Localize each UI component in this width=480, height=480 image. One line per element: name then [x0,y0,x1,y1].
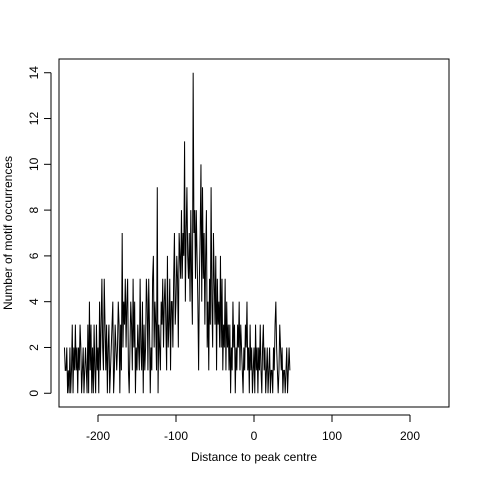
y-tick-label: 0 [27,390,41,397]
y-tick-label: 10 [27,157,41,171]
x-axis-title: Distance to peak centre [191,450,317,464]
y-tick-label: 4 [27,298,41,305]
y-axis: 0 2 4 6 8 10 12 14 [27,66,52,397]
y-axis-title: Number of motif occurrences [1,156,15,310]
x-tick-label: 200 [400,429,420,443]
series-layer [63,72,291,394]
x-tick-label: 100 [322,429,342,443]
x-tick-label: -200 [86,429,110,443]
y-tick-label: 2 [27,344,41,351]
y-tick-label: 8 [27,206,41,213]
x-axis: -200 -100 0 100 200 [86,414,420,443]
y-tick-label: 6 [27,252,41,259]
y-tick-label: 14 [27,66,41,80]
plot-area-frame [58,58,450,408]
y-tick-label: 12 [27,112,41,126]
series-line-0 [63,72,291,394]
x-tick-label: -100 [164,429,188,443]
x-tick-label: 0 [251,429,258,443]
